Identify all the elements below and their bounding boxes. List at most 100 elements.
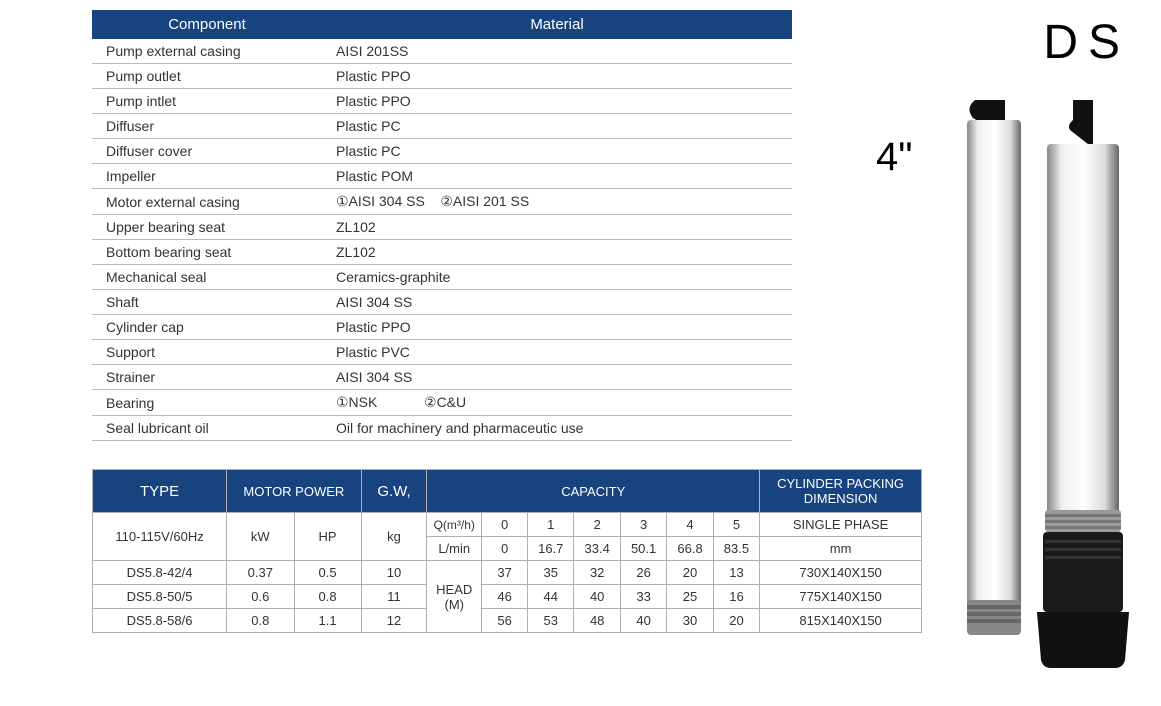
spec-lmin-val: 50.1	[620, 537, 666, 561]
materials-material-cell: AISI 201SS	[322, 39, 792, 64]
materials-component-cell: Diffuser	[92, 114, 322, 139]
product-image	[945, 100, 1145, 670]
spec-header-packing: CYLINDER PACKING DIMENSION	[760, 470, 922, 513]
spec-packing-cell: 815X140X150	[760, 609, 922, 633]
spec-cell: 0.8	[294, 585, 361, 609]
spec-capacity-cell: 48	[574, 609, 620, 633]
spec-kw: kW	[227, 513, 294, 561]
materials-row: Bearing①NSK ②C&U	[92, 390, 792, 416]
materials-material-cell: Plastic PPO	[322, 89, 792, 114]
spec-packing-cell: 775X140X150	[760, 585, 922, 609]
spec-cell: 0.8	[227, 609, 294, 633]
materials-component-cell: Mechanical seal	[92, 265, 322, 290]
spec-cell: DS5.8-58/6	[93, 609, 227, 633]
materials-material-cell: Oil for machinery and pharmaceutic use	[322, 416, 792, 441]
spec-capacity-cell: 20	[667, 561, 713, 585]
materials-row: ImpellerPlastic POM	[92, 164, 792, 189]
spec-cell: 11	[361, 585, 427, 609]
materials-row: Bottom bearing seatZL102	[92, 240, 792, 265]
spec-hp: HP	[294, 513, 361, 561]
materials-header-material: Material	[322, 10, 792, 39]
spec-lmin-val: 0	[482, 537, 528, 561]
spec-capacity-cell: 25	[667, 585, 713, 609]
materials-component-cell: Pump external casing	[92, 39, 322, 64]
materials-component-cell: Bottom bearing seat	[92, 240, 322, 265]
materials-row: Upper bearing seatZL102	[92, 215, 792, 240]
materials-material-cell: Plastic POM	[322, 164, 792, 189]
spec-lmin-val: 16.7	[528, 537, 574, 561]
materials-table: Component Material Pump external casingA…	[92, 10, 792, 441]
spec-lmin-label: L/min	[427, 537, 482, 561]
materials-row: Seal lubricant oilOil for machinery and …	[92, 416, 792, 441]
materials-row: Pump external casingAISI 201SS	[92, 39, 792, 64]
spec-capacity-cell: 56	[482, 609, 528, 633]
materials-material-cell: Plastic PC	[322, 139, 792, 164]
spec-header-motor-power: MOTOR POWER	[227, 470, 362, 513]
materials-material-cell: AISI 304 SS	[322, 290, 792, 315]
spec-cell: 10	[361, 561, 427, 585]
materials-material-cell: Plastic PPO	[322, 64, 792, 89]
spec-capacity-cell: 44	[528, 585, 574, 609]
materials-material-cell: Plastic PC	[322, 114, 792, 139]
materials-component-cell: Support	[92, 340, 322, 365]
materials-component-cell: Strainer	[92, 365, 322, 390]
materials-material-cell: ①NSK ②C&U	[322, 390, 792, 416]
materials-row: Pump intletPlastic PPO	[92, 89, 792, 114]
materials-material-cell: Ceramics-graphite	[322, 265, 792, 290]
ds-label: DS	[1043, 15, 1130, 70]
spec-row: DS5.8-58/60.81.112565348403020815X140X15…	[93, 609, 922, 633]
materials-row: ShaftAISI 304 SS	[92, 290, 792, 315]
spec-capacity-cell: 26	[620, 561, 666, 585]
spec-cell: 0.37	[227, 561, 294, 585]
materials-component-cell: Upper bearing seat	[92, 215, 322, 240]
materials-material-cell: Plastic PVC	[322, 340, 792, 365]
spec-q-val: 4	[667, 513, 713, 537]
spec-cell: 0.6	[227, 585, 294, 609]
materials-component-cell: Pump intlet	[92, 89, 322, 114]
materials-component-cell: Diffuser cover	[92, 139, 322, 164]
size-label: 4"	[876, 135, 912, 180]
materials-material-cell: AISI 304 SS	[322, 365, 792, 390]
spec-lmin-val: 66.8	[667, 537, 713, 561]
spec-capacity-cell: 35	[528, 561, 574, 585]
spec-q-val: 1	[528, 513, 574, 537]
spec-kg: kg	[361, 513, 427, 561]
materials-material-cell: ZL102	[322, 215, 792, 240]
materials-row: Cylinder capPlastic PPO	[92, 315, 792, 340]
spec-capacity-cell: 16	[713, 585, 759, 609]
spec-row: DS5.8-50/50.60.811464440332516775X140X15…	[93, 585, 922, 609]
materials-material-cell: ZL102	[322, 240, 792, 265]
spec-lmin-val: 33.4	[574, 537, 620, 561]
spec-cell: 0.5	[294, 561, 361, 585]
spec-voltage: 110-115V/60Hz	[93, 513, 227, 561]
spec-capacity-cell: 40	[620, 609, 666, 633]
spec-cell: 12	[361, 609, 427, 633]
spec-capacity-cell: 30	[667, 609, 713, 633]
spec-packing-cell: 730X140X150	[760, 561, 922, 585]
spec-capacity-cell: 13	[713, 561, 759, 585]
spec-cell: DS5.8-50/5	[93, 585, 227, 609]
spec-head-label: HEAD (M)	[427, 561, 482, 633]
spec-capacity-cell: 32	[574, 561, 620, 585]
spec-header-type: TYPE	[93, 470, 227, 513]
spec-capacity-cell: 46	[482, 585, 528, 609]
spec-capacity-cell: 53	[528, 609, 574, 633]
spec-q-val: 0	[482, 513, 528, 537]
materials-component-cell: Shaft	[92, 290, 322, 315]
spec-capacity-cell: 37	[482, 561, 528, 585]
spec-mm: mm	[760, 537, 922, 561]
materials-row: Diffuser coverPlastic PC	[92, 139, 792, 164]
spec-capacity-cell: 33	[620, 585, 666, 609]
spec-cell: 1.1	[294, 609, 361, 633]
spec-q-val: 2	[574, 513, 620, 537]
spec-q-val: 5	[713, 513, 759, 537]
materials-component-cell: Seal lubricant oil	[92, 416, 322, 441]
specs-table: TYPE MOTOR POWER G.W, CAPACITY CYLINDER …	[92, 469, 922, 633]
spec-row: DS5.8-42/40.370.510HEAD (M)3735322620137…	[93, 561, 922, 585]
materials-row: StrainerAISI 304 SS	[92, 365, 792, 390]
materials-row: Mechanical sealCeramics-graphite	[92, 265, 792, 290]
materials-row: Motor external casing①AISI 304 SS ②AISI …	[92, 189, 792, 215]
materials-component-cell: Pump outlet	[92, 64, 322, 89]
spec-q-val: 3	[620, 513, 666, 537]
materials-row: SupportPlastic PVC	[92, 340, 792, 365]
